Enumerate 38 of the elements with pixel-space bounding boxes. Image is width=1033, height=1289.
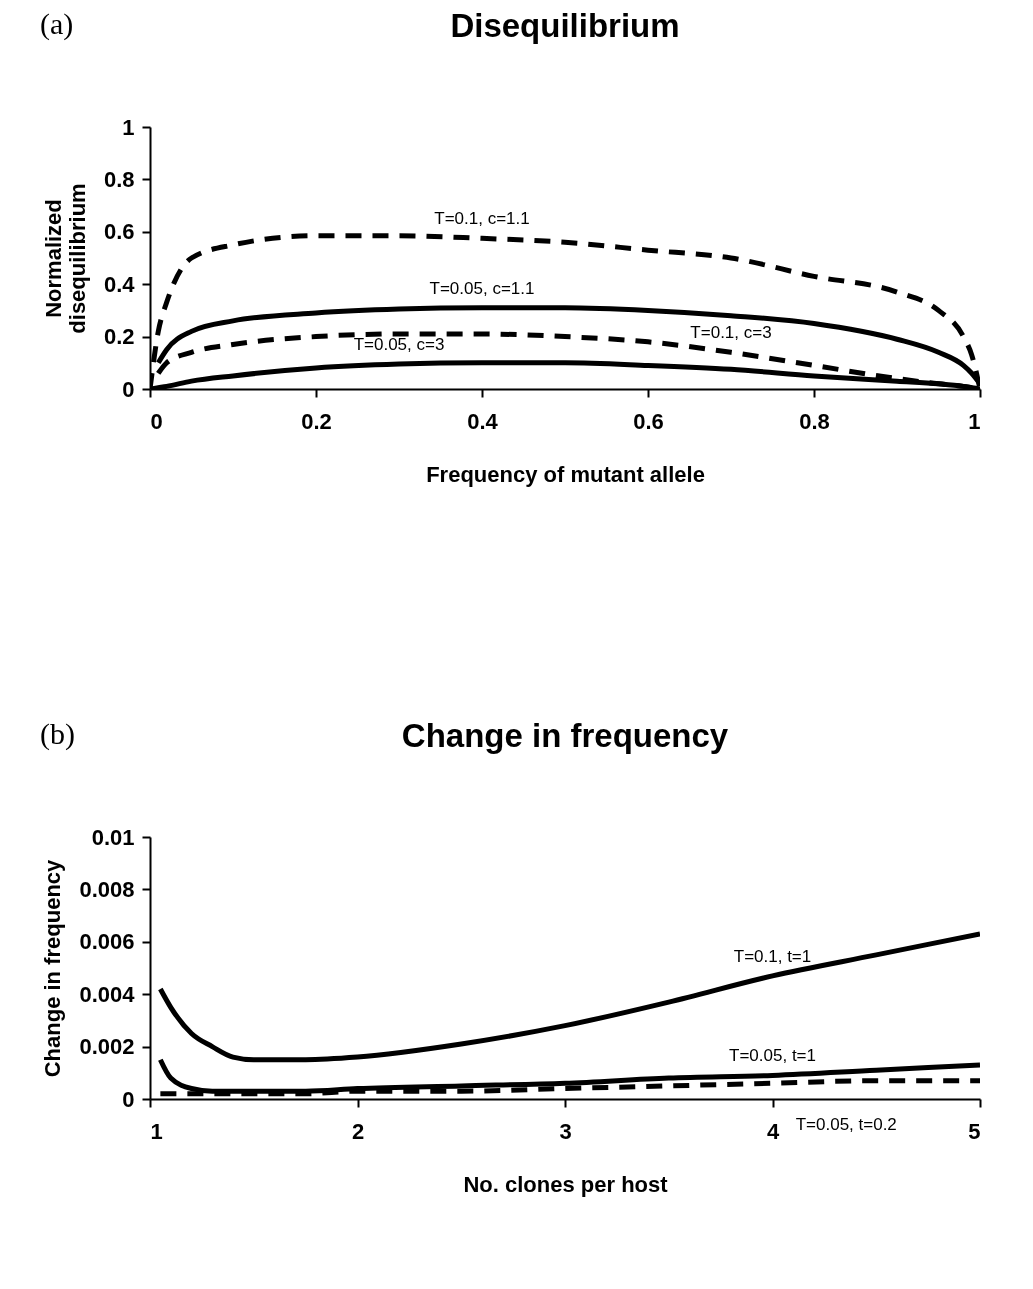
chart-title: Change in frequency: [401, 717, 729, 754]
y-tick-label: 0: [122, 1086, 135, 1112]
annotation: T=0.05, t=0.2: [795, 1114, 897, 1134]
x-axis-title: Frequency of mutant allele: [426, 461, 705, 487]
y-tick-label: 0: [122, 376, 135, 402]
annotation: T=0.05, t=1: [729, 1046, 816, 1066]
y-tick-label: 0.004: [79, 981, 136, 1007]
text: (a): [40, 7, 74, 41]
x-tick-label: 0.8: [799, 408, 830, 434]
annotation: T=0.1, c=1.1: [434, 209, 530, 229]
x-tick-label: 0: [150, 408, 163, 434]
chart-title: Disequilibrium: [450, 7, 680, 44]
y-tick-label: 0.4: [103, 271, 136, 297]
y-tick-label: 0.2: [103, 324, 135, 350]
text: (b): [40, 717, 75, 751]
annotation: T=0.05, c=1.1: [429, 278, 535, 298]
annotation: T=0.1, c=3: [690, 323, 772, 343]
x-tick-label: 5: [968, 1118, 981, 1144]
x-tick-label: 2: [351, 1118, 365, 1144]
y-axis-title: Change in frequency: [40, 858, 66, 1078]
y-axis-title: Normalized disequilibrium: [40, 183, 90, 334]
x-tick-label: 0.6: [633, 408, 664, 434]
y-tick-label: 0.002: [79, 1034, 135, 1060]
x-tick-label: 0.2: [301, 408, 332, 434]
x-tick-label: 1: [968, 408, 981, 434]
x-tick-label: 1: [150, 1118, 163, 1144]
x-axis-title: No. clones per host: [463, 1171, 669, 1197]
y-tick-label: 0.008: [79, 876, 135, 902]
annotation: T=0.1, t=1: [733, 946, 812, 966]
x-tick-label: 0.4: [467, 408, 499, 434]
x-tick-label: 3: [559, 1118, 572, 1144]
y-tick-label: 0.006: [79, 929, 135, 955]
y-tick-label: 0.8: [103, 166, 135, 192]
annotation: T=0.05, c=3: [353, 335, 445, 355]
y-tick-label: 1: [122, 114, 135, 140]
y-tick-label: 0.6: [103, 219, 135, 245]
x-tick-label: 4: [766, 1118, 780, 1144]
y-tick-label: 0.01: [91, 824, 135, 850]
